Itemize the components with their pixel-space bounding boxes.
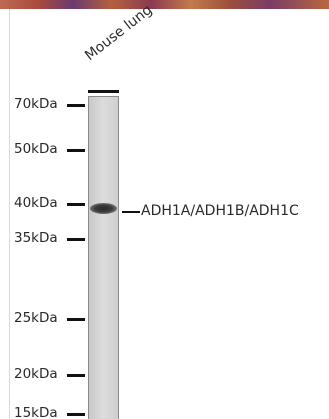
marker-tick-35 — [67, 238, 85, 241]
marker-tick-50 — [67, 149, 85, 152]
marker-label-15: 15kDa — [14, 405, 58, 419]
marker-tick-20 — [67, 374, 85, 377]
lane-header-bar — [88, 90, 119, 93]
marker-label-25: 25kDa — [14, 310, 58, 326]
lane-label: Mouse lung — [82, 1, 156, 64]
marker-tick-15 — [67, 413, 85, 416]
marker-label-20: 20kDa — [14, 366, 58, 382]
protein-band — [90, 203, 117, 214]
marker-label-40: 40kDa — [14, 195, 58, 211]
marker-tick-70 — [67, 104, 85, 107]
cropped-image-strip — [0, 0, 329, 9]
band-pointer-line — [122, 211, 140, 213]
blot-lane — [88, 96, 119, 419]
band-annotation: ADH1A/ADH1B/ADH1C — [141, 203, 299, 219]
marker-tick-40 — [67, 203, 85, 206]
marker-label-50: 50kDa — [14, 141, 58, 157]
panel-divider — [9, 9, 10, 419]
marker-label-35: 35kDa — [14, 230, 58, 246]
marker-label-70: 70kDa — [14, 96, 58, 112]
marker-tick-25 — [67, 318, 85, 321]
